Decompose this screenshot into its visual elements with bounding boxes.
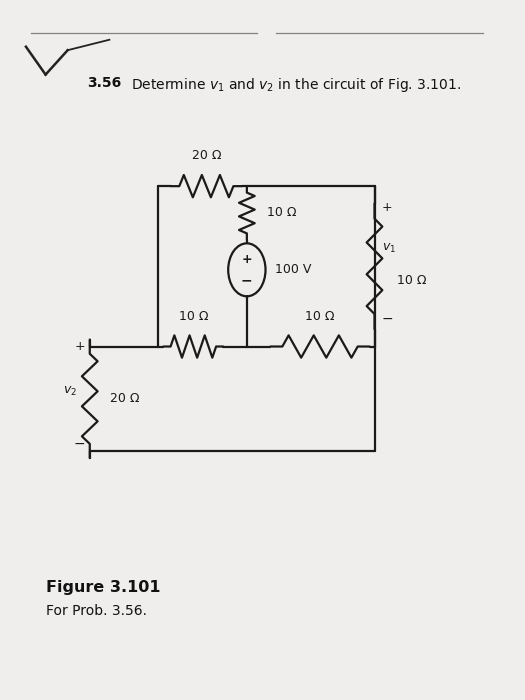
- Text: 10 Ω: 10 Ω: [267, 206, 297, 220]
- Text: 3.56: 3.56: [87, 76, 122, 90]
- Text: 20 Ω: 20 Ω: [192, 149, 221, 162]
- Text: Figure 3.101: Figure 3.101: [46, 580, 160, 595]
- Text: −: −: [382, 312, 394, 326]
- Text: −: −: [73, 437, 85, 451]
- Text: +: +: [74, 340, 85, 353]
- Text: +: +: [242, 253, 252, 266]
- Text: 10 Ω: 10 Ω: [305, 310, 335, 323]
- Text: $v_1$: $v_1$: [382, 242, 396, 256]
- Text: 20 Ω: 20 Ω: [110, 392, 140, 405]
- Text: $v_2$: $v_2$: [64, 385, 78, 398]
- Text: 100 V: 100 V: [275, 263, 312, 276]
- Text: +: +: [382, 201, 393, 214]
- Text: −: −: [240, 273, 252, 287]
- Text: 10 Ω: 10 Ω: [178, 310, 208, 323]
- Text: For Prob. 3.56.: For Prob. 3.56.: [46, 605, 146, 619]
- Text: 10 Ω: 10 Ω: [396, 274, 426, 287]
- Text: Determine $v_1$ and $v_2$ in the circuit of Fig. 3.101.: Determine $v_1$ and $v_2$ in the circuit…: [131, 76, 462, 94]
